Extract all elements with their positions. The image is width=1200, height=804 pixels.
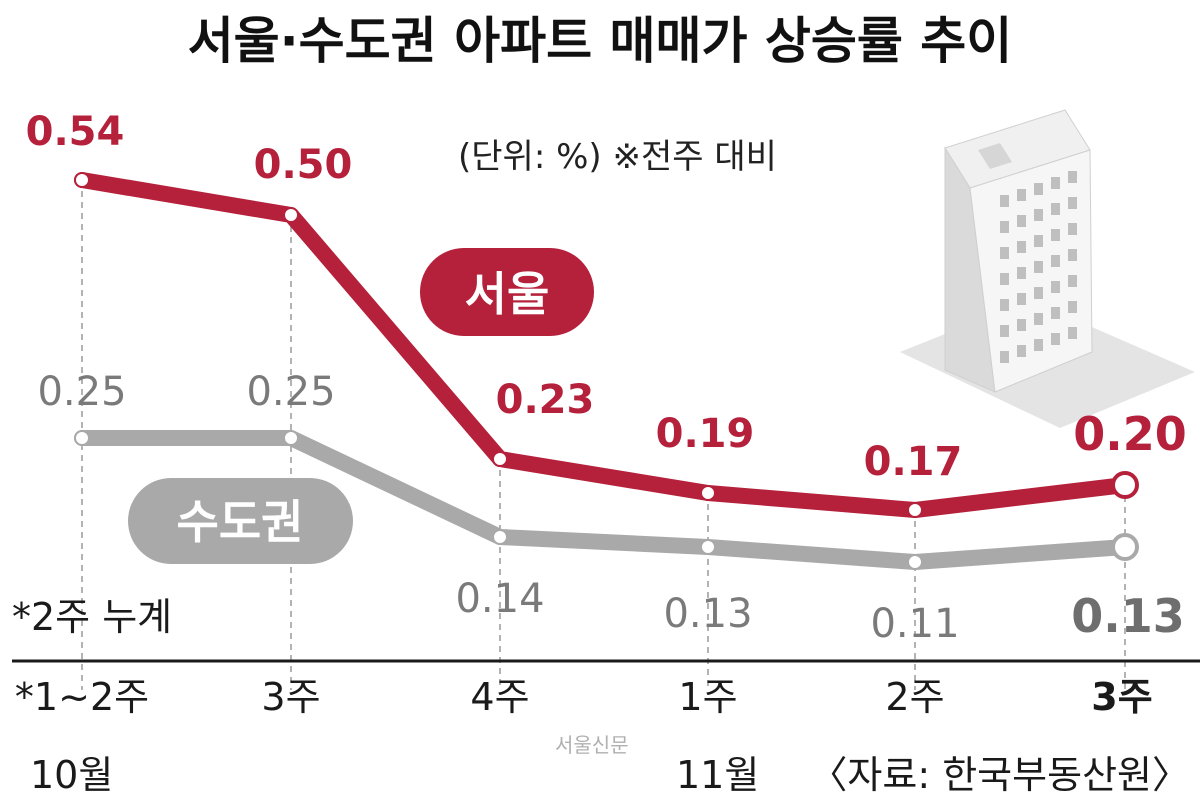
x-tick-label: 3주 bbox=[1091, 675, 1152, 719]
seoul-line bbox=[74, 172, 1133, 518]
unit-note: (단위: %) ※전주 대비 bbox=[458, 137, 777, 177]
metro-value-label: 0.13 bbox=[663, 591, 752, 637]
metro-point bbox=[907, 554, 923, 570]
seoul-value-label: 0.50 bbox=[254, 142, 353, 188]
metro-value-label: 0.13 bbox=[1071, 589, 1185, 643]
metro-point bbox=[1111, 533, 1139, 561]
metro-value-label: 0.11 bbox=[870, 601, 959, 647]
footnote: *2주 누계 bbox=[12, 595, 172, 639]
x-ticks: *1~2주 3주 4주 1주 2주 3주 bbox=[15, 675, 1153, 719]
metro-legend-label: 수도권 bbox=[177, 495, 304, 549]
seoul-value-label: 0.19 bbox=[656, 411, 755, 457]
seoul-value-label: 0.54 bbox=[26, 109, 125, 155]
month-label-oct: 10월 bbox=[30, 753, 113, 797]
seoul-point bbox=[907, 502, 923, 518]
x-tick-label: *1~2주 bbox=[15, 675, 149, 719]
seoul-value-label: 0.17 bbox=[864, 439, 963, 485]
x-tick-label: 3주 bbox=[261, 675, 320, 719]
watermark: 서울신문 bbox=[555, 733, 629, 757]
x-tick-label: 1주 bbox=[678, 675, 737, 719]
metro-point bbox=[74, 430, 90, 446]
value-labels: 0.54 0.50 0.23 0.19 0.17 0.20 0.25 0.25 0.14 0.13… bbox=[26, 109, 1187, 647]
seoul-point bbox=[1111, 471, 1139, 499]
seoul-point bbox=[283, 207, 299, 223]
x-tick-label: 2주 bbox=[885, 675, 944, 719]
metro-point bbox=[700, 539, 716, 555]
source-note: 〈자료: 한국부동산원〉 bbox=[809, 753, 1190, 797]
metro-value-label: 0.14 bbox=[455, 576, 544, 622]
metro-value-label: 0.25 bbox=[37, 369, 126, 415]
month-label-nov: 11월 bbox=[676, 753, 759, 797]
seoul-point bbox=[700, 485, 716, 501]
chart-title: 서울·수도권 아파트 매매가 상승률 추이 bbox=[188, 12, 1013, 70]
seoul-point bbox=[74, 172, 90, 188]
x-tick-label: 4주 bbox=[470, 675, 529, 719]
building-icon bbox=[900, 109, 1195, 428]
series-layer bbox=[74, 172, 1139, 570]
metro-legend-pill: 수도권 bbox=[128, 478, 353, 564]
metro-point bbox=[492, 529, 508, 545]
seoul-legend-pill: 서울 bbox=[420, 248, 594, 336]
seoul-point bbox=[492, 451, 508, 467]
metro-line bbox=[74, 430, 1133, 570]
seoul-value-label: 0.23 bbox=[496, 377, 595, 423]
metro-point bbox=[283, 430, 299, 446]
seoul-value-label: 0.20 bbox=[1073, 407, 1187, 461]
metro-value-label: 0.25 bbox=[246, 369, 335, 415]
seoul-legend-label: 서울 bbox=[465, 267, 550, 321]
